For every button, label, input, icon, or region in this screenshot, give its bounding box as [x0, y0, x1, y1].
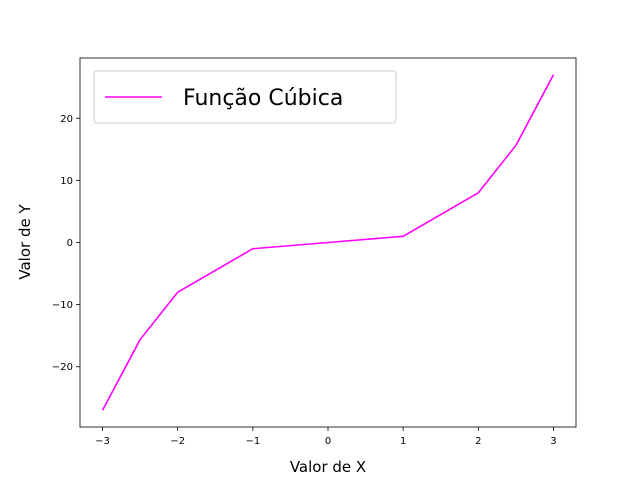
x-axis-label: Valor de X — [290, 458, 366, 476]
x-axis-ticks: −3 −2 −1 0 1 2 3 — [95, 427, 557, 447]
y-tick-label: −10 — [52, 300, 73, 311]
legend: Função Cúbica — [93, 70, 397, 124]
legend-label: Função Cúbica — [183, 86, 343, 111]
series-line — [101, 74, 555, 411]
y-axis-label: Valor de Y — [16, 204, 34, 280]
y-tick-label: 0 — [67, 238, 73, 249]
y-tick-label: −20 — [52, 362, 73, 373]
y-axis-ticks: −20 −10 0 10 20 — [52, 114, 80, 373]
y-tick-label: 10 — [60, 176, 73, 187]
legend-box — [93, 70, 397, 124]
x-tick-label: −1 — [245, 436, 260, 447]
x-tick-label: 0 — [325, 436, 331, 447]
y-tick-label: 20 — [60, 114, 73, 125]
x-tick-label: 1 — [400, 436, 406, 447]
x-tick-label: −3 — [95, 436, 110, 447]
x-tick-label: −2 — [170, 436, 185, 447]
x-tick-label: 2 — [475, 436, 481, 447]
x-tick-label: 3 — [550, 436, 556, 447]
